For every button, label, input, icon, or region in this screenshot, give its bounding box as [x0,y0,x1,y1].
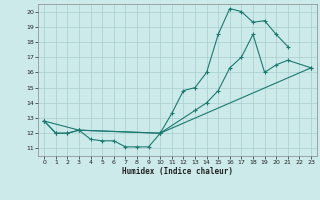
X-axis label: Humidex (Indice chaleur): Humidex (Indice chaleur) [122,167,233,176]
